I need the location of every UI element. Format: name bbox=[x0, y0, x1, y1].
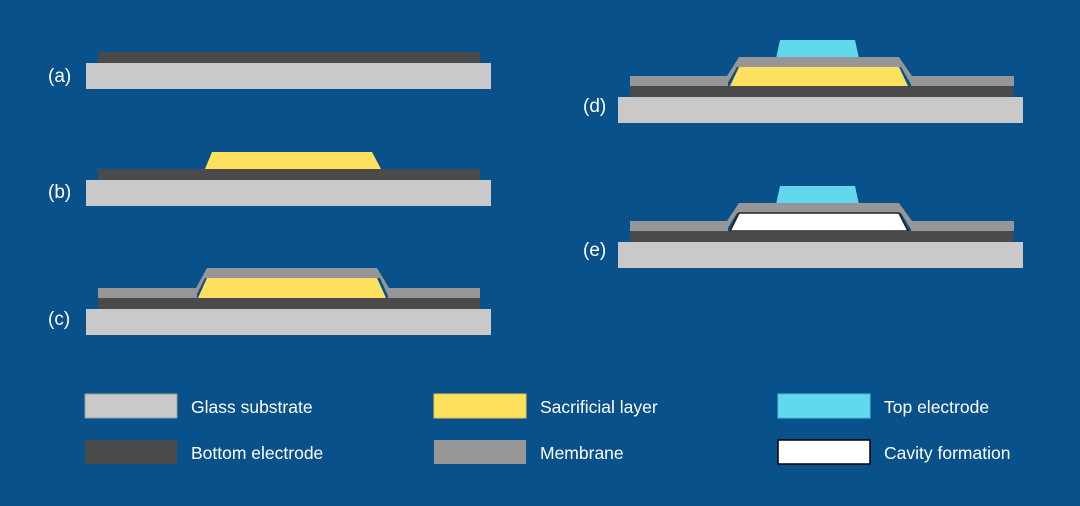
panel-d-membrane-shelf-right bbox=[911, 76, 1014, 86]
panel-c-membrane-shelf-right bbox=[388, 288, 480, 298]
panel-a-glass-substrate bbox=[86, 63, 491, 89]
panel-d-label: (d) bbox=[583, 96, 606, 117]
panel-e-bottom-electrode bbox=[630, 231, 1013, 242]
panel-e: (e) bbox=[583, 186, 1023, 268]
legend: Glass substrate Bottom electrode Sacrifi… bbox=[84, 393, 1010, 465]
panel-e-cavity bbox=[728, 212, 910, 232]
legend-label-top-electrode: Top electrode bbox=[884, 397, 989, 417]
panel-c-sacrificial-layer bbox=[198, 278, 386, 298]
panel-e-membrane-shelf-left bbox=[630, 221, 728, 231]
legend-swatch-glass-substrate bbox=[84, 393, 178, 419]
panel-c-membrane-shelf-left bbox=[98, 288, 197, 298]
panel-e-membrane-shelf-right bbox=[911, 221, 1014, 231]
legend-item-top-electrode: Top electrode bbox=[777, 393, 989, 419]
panel-d-glass-substrate bbox=[618, 97, 1023, 123]
panel-c-glass-substrate bbox=[86, 309, 491, 335]
legend-item-glass-substrate: Glass substrate bbox=[84, 393, 313, 419]
panel-e-glass-substrate bbox=[618, 242, 1023, 268]
legend-item-cavity-formation: Cavity formation bbox=[777, 439, 1010, 465]
panel-d-bottom-electrode bbox=[630, 86, 1013, 97]
legend-swatch-bottom-electrode bbox=[85, 440, 177, 464]
legend-swatch-sacrificial-layer bbox=[433, 393, 527, 419]
panel-a-bottom-electrode bbox=[98, 52, 480, 63]
legend-swatch-top-electrode bbox=[777, 393, 871, 419]
legend-swatch-membrane bbox=[434, 440, 526, 464]
legend-item-bottom-electrode: Bottom electrode bbox=[85, 440, 323, 464]
legend-label-bottom-electrode: Bottom electrode bbox=[191, 443, 323, 463]
panel-c: (c) bbox=[48, 268, 491, 335]
panel-b-label: (b) bbox=[48, 182, 71, 203]
legend-label-sacrificial-layer: Sacrificial layer bbox=[540, 397, 658, 417]
panel-c-bottom-electrode bbox=[98, 298, 480, 309]
panel-d-membrane-shelf-left bbox=[630, 76, 728, 86]
legend-item-sacrificial-layer: Sacrificial layer bbox=[433, 393, 658, 419]
panel-b-glass-substrate bbox=[86, 180, 491, 206]
panel-d-sacrificial-layer bbox=[730, 67, 908, 86]
legend-swatch-cavity-formation bbox=[777, 439, 871, 465]
legend-item-membrane: Membrane bbox=[434, 440, 624, 464]
panel-b-bottom-electrode bbox=[98, 169, 480, 180]
panel-b: (b) bbox=[48, 152, 491, 206]
panel-e-label: (e) bbox=[583, 240, 606, 261]
panel-d: (d) bbox=[583, 40, 1023, 123]
panel-b-sacrificial-layer-front bbox=[205, 152, 381, 169]
legend-label-cavity-formation: Cavity formation bbox=[884, 443, 1010, 463]
panel-c-label: (c) bbox=[48, 309, 70, 330]
legend-label-membrane: Membrane bbox=[540, 443, 624, 463]
panel-a: (a) bbox=[48, 52, 491, 89]
panel-a-label: (a) bbox=[48, 66, 71, 87]
legend-label-glass-substrate: Glass substrate bbox=[191, 397, 313, 417]
